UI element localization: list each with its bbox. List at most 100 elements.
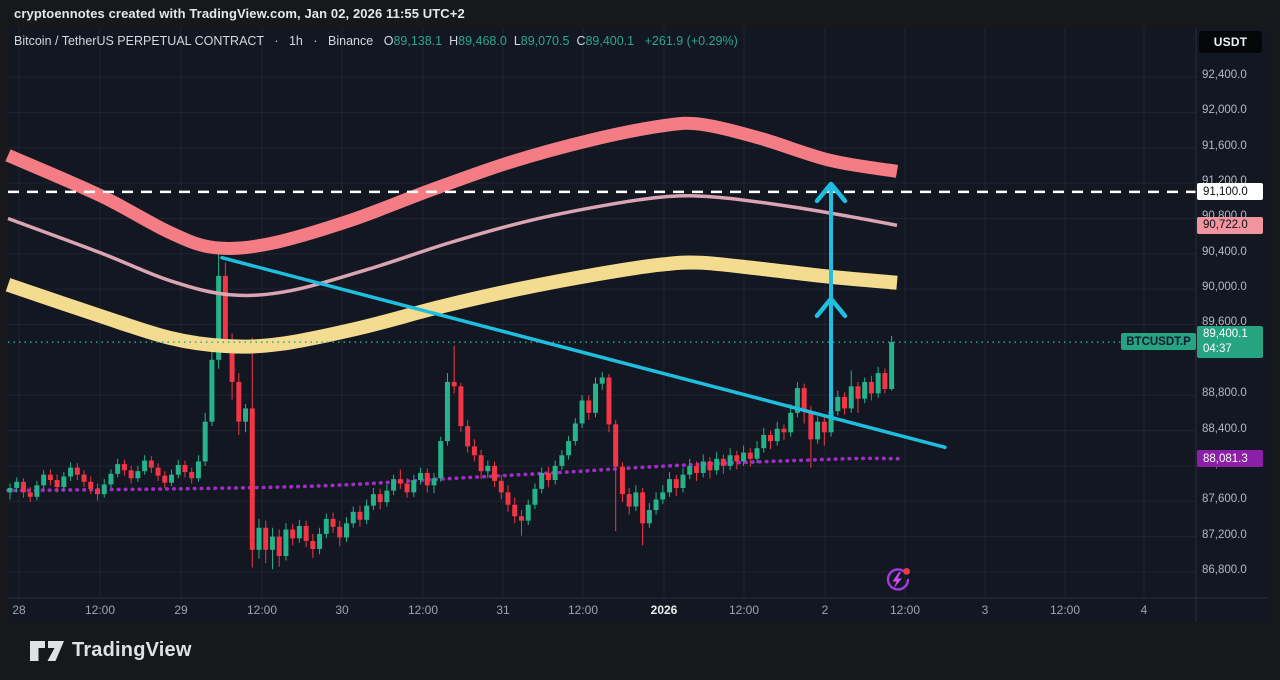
candle-body — [471, 446, 477, 456]
candle-body — [68, 467, 74, 477]
candle-body — [855, 386, 861, 399]
chart-pane[interactable] — [8, 28, 1268, 622]
time-tick-label: 12:00 — [1049, 603, 1081, 617]
tradingview-logo[interactable]: TradingView — [28, 639, 192, 662]
lightning-marker-icon[interactable] — [883, 565, 913, 595]
price-tick-label: 89,600.0 — [1202, 316, 1247, 329]
candle-body — [296, 525, 302, 539]
candle-body — [451, 381, 457, 387]
candle-body — [559, 455, 565, 466]
candle-body — [424, 472, 430, 486]
candle-body — [465, 426, 471, 447]
time-tick-label: 30 — [335, 603, 349, 617]
candle-body — [478, 455, 484, 472]
candle-body — [236, 381, 242, 422]
candle-body — [741, 452, 747, 462]
candle-body — [101, 484, 107, 495]
price-tick-label: 92,000.0 — [1202, 104, 1247, 117]
candle-body — [599, 377, 605, 384]
ohlc-key-H: H — [449, 34, 459, 48]
candle-body — [81, 474, 87, 482]
candle-body — [182, 464, 188, 473]
separator: · — [313, 34, 318, 48]
arrow-head-icon — [814, 296, 848, 319]
candle-body — [249, 408, 255, 550]
candle-body — [667, 479, 673, 493]
candle-body — [498, 480, 504, 493]
candle-body — [357, 511, 363, 520]
candle-body — [673, 479, 679, 488]
symbol-header[interactable]: Bitcoin / TetherUS PERPETUAL CONTRACT · … — [14, 34, 738, 48]
exchange-label: Binance — [328, 34, 374, 48]
candle-body — [290, 529, 296, 539]
price-label-baseline-purple: 88,081.3 — [1197, 450, 1263, 468]
time-tick-label: 28 — [12, 603, 26, 617]
candle-body — [633, 492, 639, 507]
ma-band-red[interactable] — [5, 116, 899, 255]
candle-body — [7, 487, 13, 493]
price-tick-label: 88,400.0 — [1202, 422, 1247, 435]
ohlc-value-O: 89,138.1 — [393, 34, 443, 48]
time-tick-label: 12:00 — [407, 603, 439, 617]
candle-body — [337, 526, 343, 538]
candle-body — [788, 412, 794, 433]
candle-body — [646, 510, 652, 524]
candle-body — [828, 411, 834, 433]
candle-body — [512, 504, 518, 517]
candle-body — [350, 511, 356, 524]
interval-label[interactable]: 1h — [288, 34, 303, 48]
candle-body — [458, 386, 464, 427]
candle-body — [606, 377, 612, 425]
candle-body — [801, 388, 807, 412]
descending-trendline[interactable] — [220, 255, 947, 450]
candle-body — [566, 441, 572, 456]
candle-body — [344, 523, 349, 538]
candle-body — [842, 396, 848, 409]
candle-body — [27, 492, 33, 497]
ma-band-yellow[interactable] — [5, 255, 898, 354]
candle-body — [404, 483, 410, 493]
candle-body — [579, 400, 585, 424]
candle-body — [808, 411, 814, 440]
candle-body — [54, 480, 60, 488]
candle-body — [175, 464, 181, 475]
candle-body — [391, 479, 397, 491]
candle-body — [61, 476, 67, 488]
candle-body — [128, 470, 134, 479]
candle-body — [364, 505, 370, 520]
candle-body — [707, 461, 713, 471]
candle-body — [276, 536, 282, 557]
price-tick-label: 87,600.0 — [1202, 493, 1247, 506]
candle-body — [572, 423, 578, 442]
candle-body — [155, 467, 161, 476]
ma-line-pink[interactable] — [7, 194, 898, 298]
symbol-price-tag: BTCUSDT.P — [1121, 333, 1196, 350]
currency-unit-button[interactable]: USDT — [1199, 31, 1262, 53]
change-value: +261.9 (+0.29%) — [644, 34, 738, 48]
candle-body — [626, 494, 632, 507]
time-tick-label: 31 — [496, 603, 510, 617]
time-tick-label: 12:00 — [567, 603, 599, 617]
candle-body — [88, 481, 94, 489]
candle-body — [593, 383, 599, 413]
candle-body — [377, 494, 383, 503]
price-tick-label: 91,600.0 — [1202, 139, 1247, 152]
candle-body — [135, 471, 141, 479]
attribution-text: cryptoennotes created with TradingView.c… — [14, 6, 465, 21]
baseline-purple-dotted[interactable] — [6, 456, 900, 493]
ohlc-value-H: 89,468.0 — [458, 34, 507, 48]
price-label-last-price: 89,400.1 04:37 — [1197, 326, 1263, 359]
candle-body — [229, 342, 235, 382]
candle-body — [121, 464, 127, 471]
candle-body — [74, 467, 80, 475]
candle-body — [653, 499, 659, 511]
time-tick-label: 2026 — [650, 603, 678, 617]
candle-body — [148, 460, 154, 468]
time-tick-label: 4 — [1140, 603, 1148, 617]
candle-body — [142, 460, 148, 472]
candle-body — [397, 479, 403, 484]
candle-body — [209, 359, 215, 422]
price-tick-label: 86,800.0 — [1202, 563, 1247, 576]
candle-body — [263, 527, 269, 550]
